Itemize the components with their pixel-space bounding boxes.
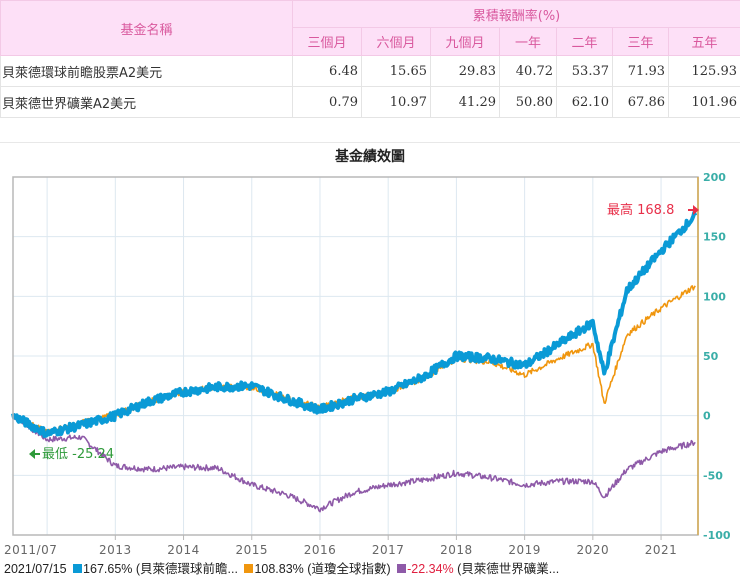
performance-table: 基金名稱 累積報酬率(%) 三個月 六個月 九個月 一年 二年 三年 五年 貝萊… xyxy=(0,0,740,118)
period-header[interactable]: 三個月 xyxy=(292,27,362,56)
svg-text:2016: 2016 xyxy=(304,543,337,555)
right-arrow-icon xyxy=(688,205,699,215)
legend-swatch xyxy=(397,564,407,573)
period-header[interactable]: 三年 xyxy=(612,27,669,56)
svg-text:2017: 2017 xyxy=(372,543,405,555)
return-cell: 29.83 xyxy=(430,55,500,87)
high-label: 最高 168.8 xyxy=(607,202,674,218)
table-row: 貝萊德世界礦業A2美元 0.79 10.97 41.29 50.80 62.10… xyxy=(0,86,740,118)
return-cell: 71.93 xyxy=(612,55,669,87)
svg-text:2014: 2014 xyxy=(167,543,200,555)
series-lines xyxy=(11,210,698,513)
low-label: 最低 -25.24 xyxy=(42,447,114,462)
legend-item-fund1[interactable]: 167.65% (貝萊德環球前瞻... xyxy=(70,562,238,576)
x-axis-ticks: 2011/07 2013 2014 2015 2016 2017 2018 2019 2020 2… xyxy=(4,535,677,555)
section-divider xyxy=(0,142,740,143)
legend-item-fund2[interactable]: -22.34% (貝萊德世界礦業... xyxy=(394,562,559,576)
return-cell: 15.65 xyxy=(361,55,431,87)
svg-text:2011/07: 2011/07 xyxy=(4,543,57,555)
legend-swatch xyxy=(244,564,254,573)
high-annotation: 最高 168.8 xyxy=(607,202,699,218)
return-cell: 0.79 xyxy=(292,86,362,118)
fund-name-link[interactable]: 貝萊德世界礦業A2美元 xyxy=(0,86,293,118)
cumulative-return-header: 累積報酬率(%) xyxy=(291,0,740,28)
svg-text:2020: 2020 xyxy=(577,543,610,555)
period-header[interactable]: 九個月 xyxy=(430,27,500,56)
grid-lines xyxy=(13,176,698,536)
svg-text:2013: 2013 xyxy=(99,543,132,555)
return-cell: 62.10 xyxy=(556,86,613,118)
legend-item-index[interactable]: 108.83% (道瓊全球指數) xyxy=(241,562,391,576)
series-line xyxy=(11,210,698,438)
return-cell: 50.80 xyxy=(499,86,557,118)
svg-text:200: 200 xyxy=(703,171,726,184)
period-header[interactable]: 五年 xyxy=(667,27,740,56)
svg-text:2015: 2015 xyxy=(235,543,268,555)
return-cell: 40.72 xyxy=(499,55,557,87)
svg-text:-50: -50 xyxy=(703,469,723,482)
legend-swatch xyxy=(73,564,83,573)
svg-text:150: 150 xyxy=(703,231,726,244)
svg-text:2018: 2018 xyxy=(440,543,473,555)
period-header[interactable]: 六個月 xyxy=(361,27,431,56)
svg-text:0: 0 xyxy=(703,410,711,423)
return-cell: 53.37 xyxy=(556,55,613,87)
legend-date: 2021/07/15 xyxy=(4,562,67,576)
return-cell: 6.48 xyxy=(292,55,362,87)
fund-name-link[interactable]: 貝萊德環球前瞻股票A2美元 xyxy=(0,55,293,87)
table-row: 貝萊德環球前瞻股票A2美元 6.48 15.65 29.83 40.72 53.… xyxy=(0,55,740,87)
low-annotation: 最低 -25.24 xyxy=(29,447,114,462)
fund-name-header: 基金名稱 xyxy=(0,0,293,56)
return-cell: 125.93 xyxy=(667,55,740,87)
svg-text:-100: -100 xyxy=(703,529,731,542)
svg-text:50: 50 xyxy=(703,350,719,363)
period-header[interactable]: 二年 xyxy=(556,27,613,56)
chart-legend: 2021/07/15 167.65% (貝萊德環球前瞻... 108.83% (… xyxy=(4,558,559,577)
chart-title: 基金績效圖 xyxy=(335,149,405,165)
return-cell: 41.29 xyxy=(430,86,500,118)
svg-text:100: 100 xyxy=(703,290,726,303)
svg-text:2019: 2019 xyxy=(508,543,541,555)
series-line xyxy=(12,414,696,513)
return-cell: 10.97 xyxy=(361,86,431,118)
return-cell: 67.86 xyxy=(612,86,669,118)
left-arrow-icon xyxy=(29,449,40,459)
period-header[interactable]: 一年 xyxy=(499,27,557,56)
return-cell: 101.96 xyxy=(667,86,740,118)
svg-text:2021: 2021 xyxy=(645,543,678,555)
y-axis-ticks: 200 150 100 50 0 -50 -100 xyxy=(703,171,731,542)
